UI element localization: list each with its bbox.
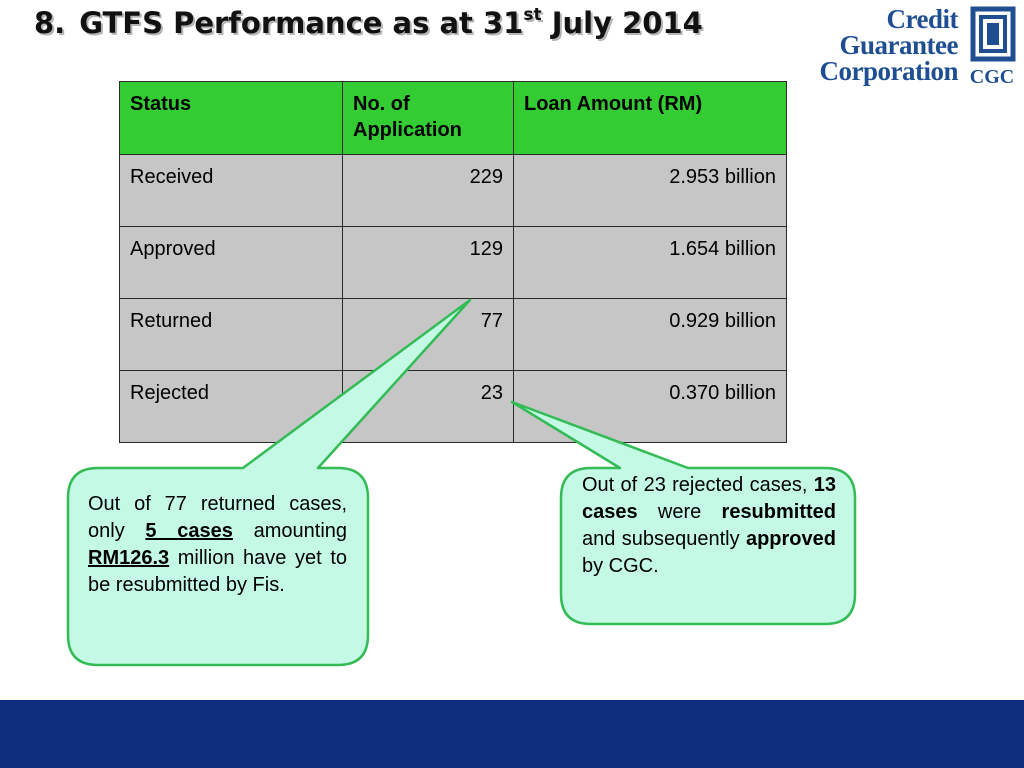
callout-left-b2: RM126.3 — [88, 547, 170, 569]
table-header-row: Status No. of Application Loan Amount (R… — [119, 81, 787, 155]
logo-line-credit: Credit — [886, 4, 959, 34]
cell-applications: 23 — [342, 370, 514, 443]
cell-status: Received — [119, 154, 343, 227]
logo-line-corporation: Corporation — [819, 56, 959, 86]
logo-line-guarantee: Guarantee — [839, 30, 959, 60]
cell-applications: 229 — [342, 154, 514, 227]
slide-number: 8. — [34, 6, 66, 40]
callout-right-t3: and subsequently — [582, 528, 746, 550]
cell-status: Returned — [119, 298, 343, 371]
callout-left-text: Out of 77 returned cases, only 5 cases a… — [88, 491, 347, 599]
callout-right-t4: by CGC. — [582, 555, 659, 577]
callout-left-t1: Out of 77 returned cases, only — [88, 493, 347, 542]
slide-title: 8. GTFS Performance as at 31st July 2014 — [34, 6, 703, 40]
cell-loan-amount: 0.929 billion — [513, 298, 787, 371]
title-main: GTFS Performance as at 31 — [79, 6, 524, 40]
cell-loan-amount: 1.654 billion — [513, 226, 787, 299]
cgc-logo-mark-icon — [970, 6, 1016, 62]
callout-right-b3: approved — [745, 528, 836, 550]
table-row: Received 229 2.953 billion — [119, 154, 787, 227]
header-applications: No. of Application — [342, 81, 514, 155]
title-end: July 2014 — [541, 6, 703, 40]
callout-left-t2: amounting — [232, 520, 348, 542]
callout-right-t2: were — [637, 501, 722, 523]
callout-right-t1: Out of 23 rejected cases, — [582, 474, 814, 496]
title-superscript: st — [523, 5, 542, 25]
logo-abbr: CGC — [969, 66, 1015, 88]
header-status: Status — [119, 81, 343, 155]
cell-loan-amount: 2.953 billion — [513, 154, 787, 227]
callout-left-b1: 5 cases — [145, 520, 233, 542]
logo-wordmark: Credit Guarantee Corporation — [806, 4, 959, 86]
callout-left-t3: million have yet to be resubmitted by Fi… — [88, 547, 347, 596]
table-row: Returned 77 0.929 billion — [119, 298, 787, 371]
cgc-logo: Credit Guarantee Corporation CGC — [806, 6, 1018, 90]
cell-status: Approved — [119, 226, 343, 299]
cell-loan-amount: 0.370 billion — [513, 370, 787, 443]
table-row: Approved 129 1.654 billion — [119, 226, 787, 299]
callout-right-b2: resubmitted — [721, 501, 836, 523]
gtfs-performance-table: Status No. of Application Loan Amount (R… — [119, 81, 787, 443]
callout-right-text: Out of 23 rejected cases, 13 cases were … — [582, 472, 836, 580]
callout-right-b1: 13 cases — [582, 474, 836, 523]
cell-applications: 77 — [342, 298, 514, 371]
header-loan-amount: Loan Amount (RM) — [513, 81, 787, 155]
cell-status: Rejected — [119, 370, 343, 443]
table-row: Rejected 23 0.370 billion — [119, 370, 787, 443]
cell-applications: 129 — [342, 226, 514, 299]
footer-bar — [0, 700, 1024, 768]
